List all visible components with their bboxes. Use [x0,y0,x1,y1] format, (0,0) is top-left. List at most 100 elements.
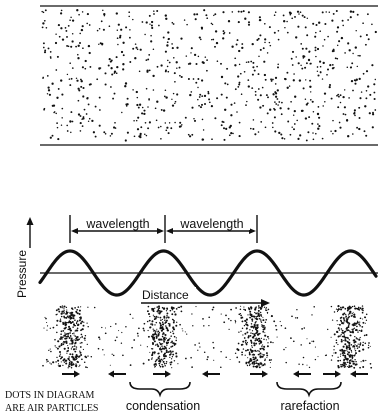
air-particle [317,106,320,108]
air-particle [274,76,278,80]
air-particle [362,321,365,324]
air-particle [167,132,170,135]
air-particle [174,121,176,124]
air-particle [351,324,353,326]
air-particle [278,101,281,103]
air-particle [283,138,286,140]
air-particle [362,318,364,320]
air-particle [349,10,353,13]
air-particle [360,329,363,332]
air-particle [65,29,68,32]
air-particle [129,61,132,63]
air-particle [338,121,341,124]
label-backdrop [174,214,250,230]
air-particle [63,358,66,361]
air-particle [144,121,147,124]
air-particle [344,354,347,357]
air-particle [362,22,364,25]
air-particle [266,335,269,338]
air-particle [312,111,315,113]
air-particle [346,309,349,312]
air-particle [190,356,192,359]
air-particle [75,311,78,314]
air-particle [158,24,160,27]
air-particle [60,357,62,360]
air-particle [318,116,321,119]
air-particle [214,117,217,120]
air-particle [261,365,263,367]
air-particle [175,308,178,310]
air-particle [81,358,83,361]
air-particle [45,27,48,29]
air-particle [337,95,340,98]
air-particle [337,323,339,326]
air-particle [66,309,68,311]
air-particle [79,350,81,352]
distance-arrowhead [261,299,270,307]
air-particle [64,313,66,315]
air-particle [87,306,89,308]
air-particle [354,316,356,319]
air-particle [260,341,263,344]
air-particle [345,346,348,348]
air-particle [170,306,173,309]
air-particle [88,51,91,55]
air-particle [247,357,249,359]
air-particle [250,314,253,317]
air-particle [244,332,247,335]
air-particle [241,354,244,356]
air-particle [255,360,257,362]
air-particle [113,70,117,73]
air-particle [94,105,97,108]
air-particle [350,359,352,361]
air-particle [367,344,370,346]
air-particle [257,365,259,368]
air-particle [371,64,374,67]
dots-note-line1: DOTS IN DIAGRAM [5,390,95,401]
air-particle [275,103,278,105]
air-particle [65,306,68,309]
air-particle [163,355,166,358]
air-particle [255,350,257,352]
air-particle [182,330,184,332]
air-particle [125,326,127,328]
air-particle [359,317,362,320]
air-particle [351,360,354,363]
air-particle [242,334,244,336]
air-particle [41,26,44,29]
air-particle [335,339,338,342]
air-particle [144,33,146,36]
air-particle [150,24,153,27]
air-particle [253,337,255,339]
air-particle [87,325,89,328]
air-particle [144,133,146,135]
air-particle [252,66,255,69]
air-particle [336,30,339,33]
air-particle [162,323,164,326]
air-particle [228,134,231,137]
air-particle [333,352,335,354]
air-particle [70,321,73,324]
air-particle [239,308,242,311]
air-particle [321,11,324,14]
air-particle [366,13,369,16]
air-particle [161,363,163,366]
air-particle [81,25,84,28]
air-particle [362,366,365,368]
air-particle [311,340,313,342]
air-particle [62,321,64,324]
air-particle [46,93,49,95]
air-particle [192,78,195,80]
air-particle [334,129,337,133]
air-particle [358,117,361,119]
air-particle [132,18,134,21]
air-particle [75,45,77,48]
air-particle [151,336,154,339]
air-particle [373,97,376,101]
air-particle [169,350,172,353]
air-particle [49,136,52,139]
air-particle [278,131,281,135]
air-particle [86,343,88,346]
air-particle [230,131,233,135]
air-particle [159,343,162,346]
